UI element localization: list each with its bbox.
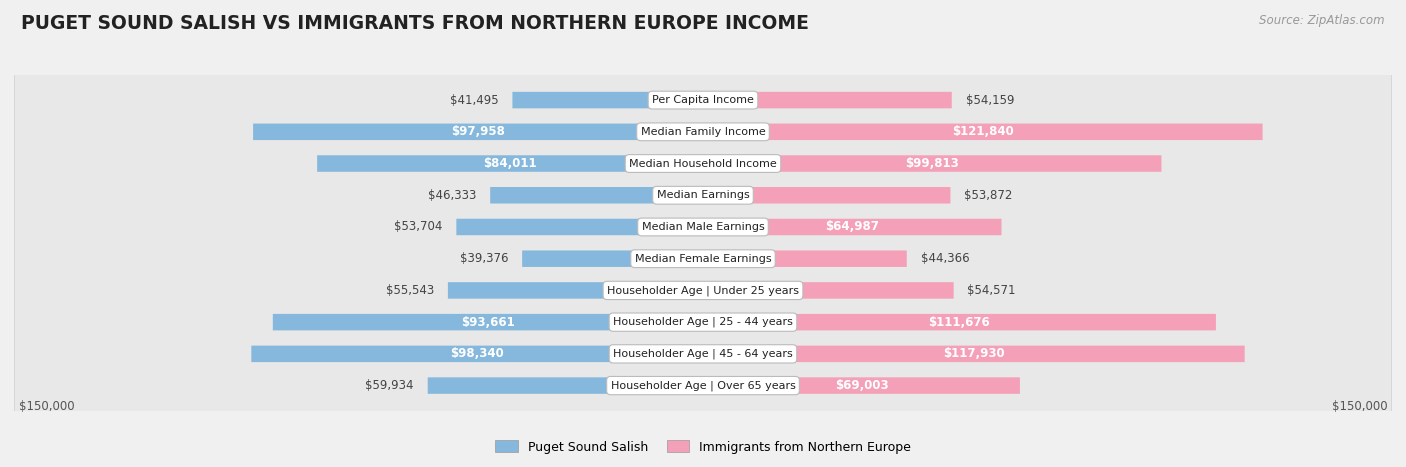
FancyBboxPatch shape	[703, 156, 1161, 172]
Text: $53,704: $53,704	[394, 220, 443, 234]
Text: $93,661: $93,661	[461, 316, 515, 329]
Text: Median Male Earnings: Median Male Earnings	[641, 222, 765, 232]
Text: Median Female Earnings: Median Female Earnings	[634, 254, 772, 264]
Text: Median Household Income: Median Household Income	[628, 158, 778, 169]
Text: PUGET SOUND SALISH VS IMMIGRANTS FROM NORTHERN EUROPE INCOME: PUGET SOUND SALISH VS IMMIGRANTS FROM NO…	[21, 14, 808, 33]
Text: Householder Age | Over 65 years: Householder Age | Over 65 years	[610, 380, 796, 391]
Text: Householder Age | Under 25 years: Householder Age | Under 25 years	[607, 285, 799, 296]
Text: $150,000: $150,000	[1331, 400, 1388, 413]
FancyBboxPatch shape	[703, 92, 952, 108]
Text: $111,676: $111,676	[928, 316, 990, 329]
FancyBboxPatch shape	[703, 282, 953, 299]
FancyBboxPatch shape	[14, 0, 1392, 467]
FancyBboxPatch shape	[512, 92, 703, 108]
FancyBboxPatch shape	[14, 0, 1392, 467]
Text: $98,340: $98,340	[450, 347, 503, 361]
FancyBboxPatch shape	[318, 156, 703, 172]
FancyBboxPatch shape	[14, 0, 1392, 467]
FancyBboxPatch shape	[14, 0, 1392, 467]
Text: $99,813: $99,813	[905, 157, 959, 170]
FancyBboxPatch shape	[522, 250, 703, 267]
FancyBboxPatch shape	[252, 346, 703, 362]
FancyBboxPatch shape	[14, 0, 1392, 467]
Text: $117,930: $117,930	[943, 347, 1005, 361]
Text: $97,958: $97,958	[451, 125, 505, 138]
Text: $69,003: $69,003	[835, 379, 889, 392]
Text: $150,000: $150,000	[18, 400, 75, 413]
FancyBboxPatch shape	[703, 187, 950, 204]
Text: $84,011: $84,011	[484, 157, 537, 170]
Text: $54,571: $54,571	[967, 284, 1017, 297]
Text: Median Family Income: Median Family Income	[641, 127, 765, 137]
Text: $121,840: $121,840	[952, 125, 1014, 138]
Text: $44,366: $44,366	[921, 252, 969, 265]
Text: Per Capita Income: Per Capita Income	[652, 95, 754, 105]
Text: $41,495: $41,495	[450, 93, 499, 106]
FancyBboxPatch shape	[14, 0, 1392, 467]
Legend: Puget Sound Salish, Immigrants from Northern Europe: Puget Sound Salish, Immigrants from Nort…	[491, 435, 915, 459]
Text: Source: ZipAtlas.com: Source: ZipAtlas.com	[1260, 14, 1385, 27]
Text: $46,333: $46,333	[427, 189, 477, 202]
Text: $64,987: $64,987	[825, 220, 879, 234]
FancyBboxPatch shape	[703, 346, 1244, 362]
Text: $54,159: $54,159	[966, 93, 1014, 106]
Text: $55,543: $55,543	[385, 284, 434, 297]
FancyBboxPatch shape	[703, 124, 1263, 140]
Text: Householder Age | 25 - 44 years: Householder Age | 25 - 44 years	[613, 317, 793, 327]
FancyBboxPatch shape	[253, 124, 703, 140]
FancyBboxPatch shape	[273, 314, 703, 330]
FancyBboxPatch shape	[14, 0, 1392, 467]
FancyBboxPatch shape	[703, 314, 1216, 330]
FancyBboxPatch shape	[703, 377, 1019, 394]
FancyBboxPatch shape	[703, 250, 907, 267]
Text: $39,376: $39,376	[460, 252, 509, 265]
Text: $53,872: $53,872	[965, 189, 1012, 202]
FancyBboxPatch shape	[14, 0, 1392, 467]
Text: Householder Age | 45 - 64 years: Householder Age | 45 - 64 years	[613, 348, 793, 359]
Text: $59,934: $59,934	[366, 379, 413, 392]
Text: Median Earnings: Median Earnings	[657, 190, 749, 200]
FancyBboxPatch shape	[491, 187, 703, 204]
FancyBboxPatch shape	[449, 282, 703, 299]
FancyBboxPatch shape	[427, 377, 703, 394]
FancyBboxPatch shape	[14, 0, 1392, 467]
FancyBboxPatch shape	[703, 219, 1001, 235]
FancyBboxPatch shape	[14, 0, 1392, 467]
FancyBboxPatch shape	[457, 219, 703, 235]
